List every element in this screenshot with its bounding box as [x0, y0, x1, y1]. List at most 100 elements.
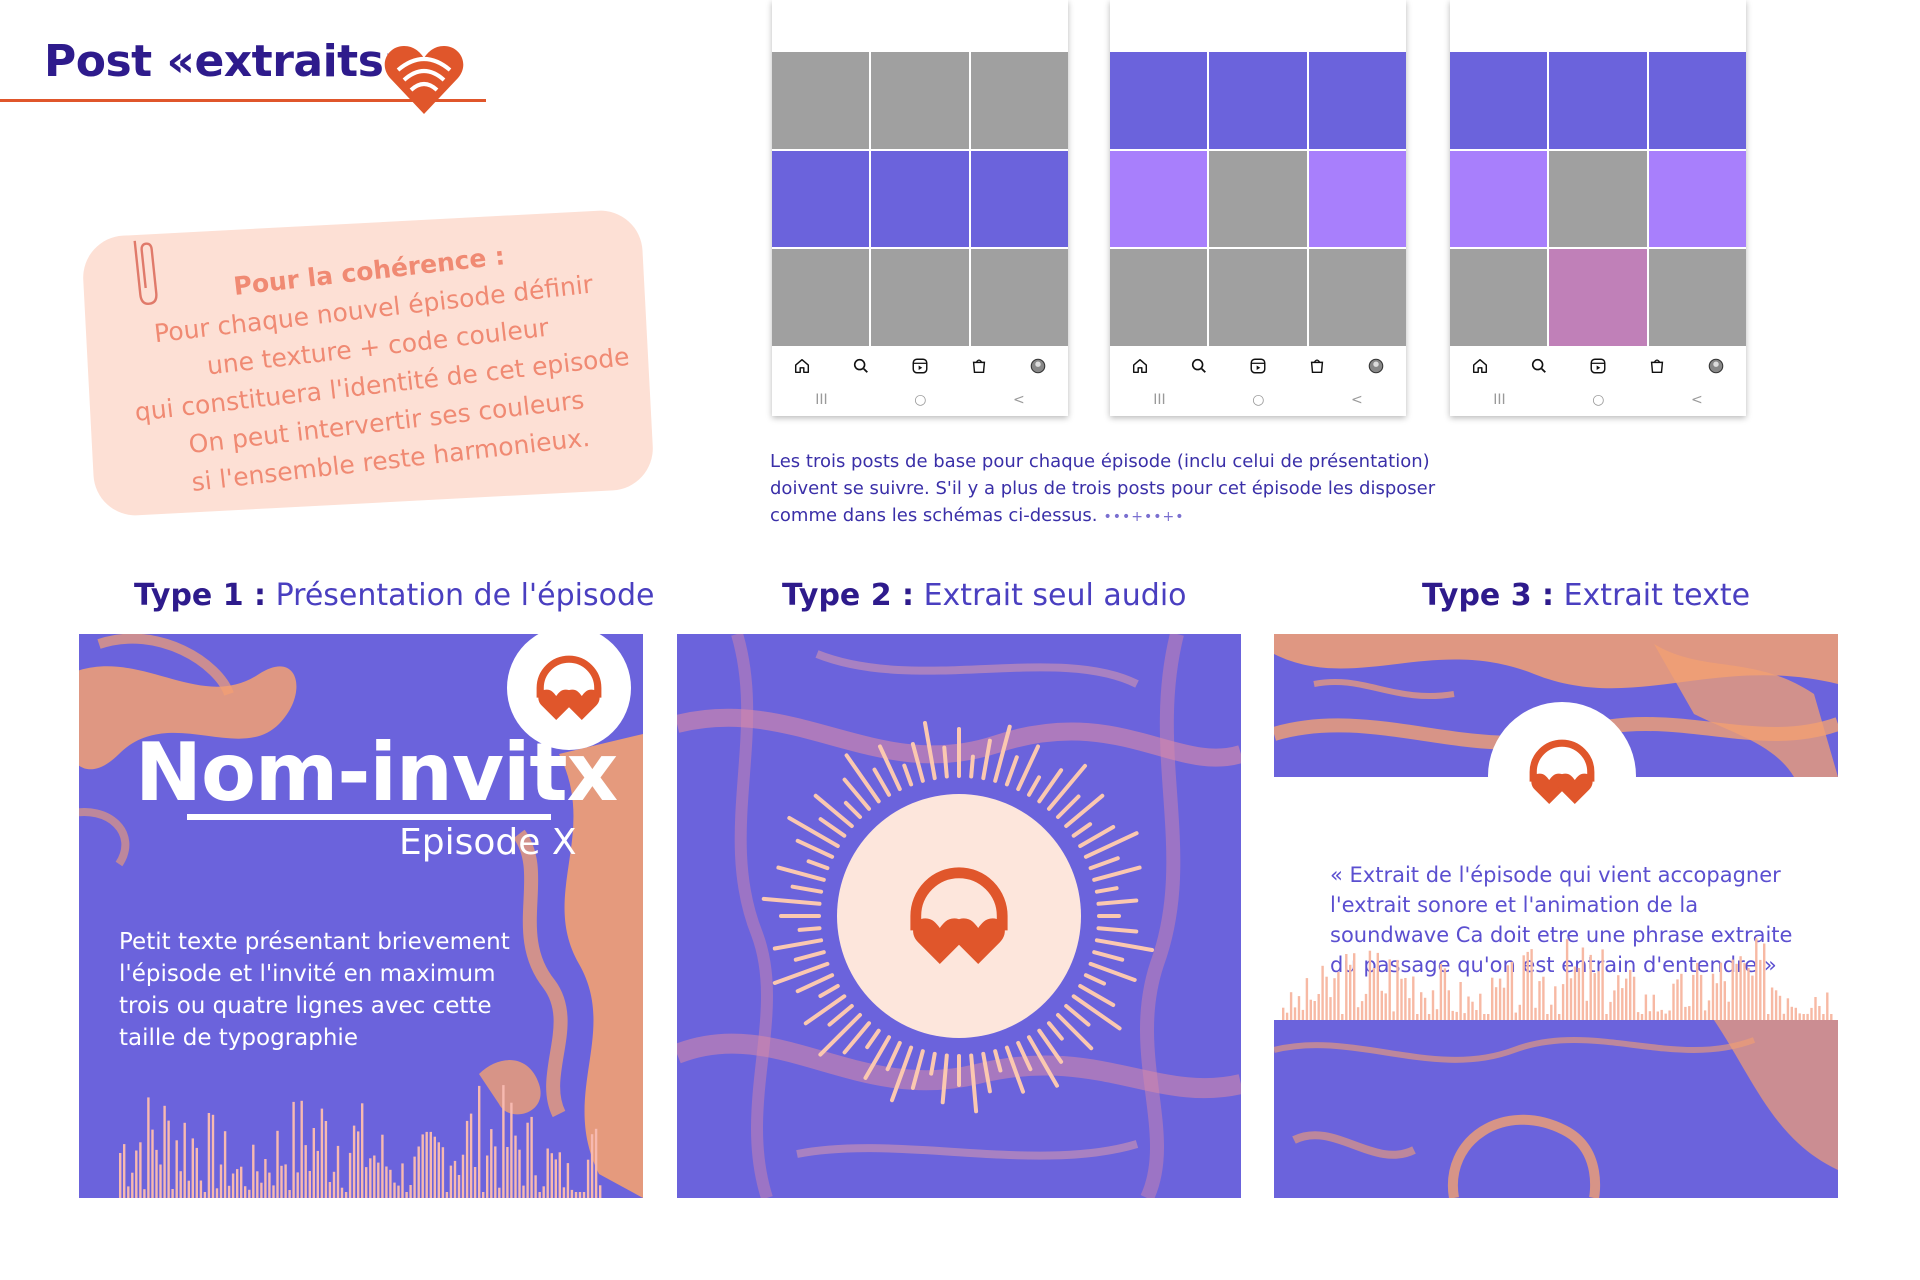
feed-post-tile[interactable] — [1549, 249, 1647, 346]
feed-post-tile[interactable] — [1308, 52, 1406, 149]
back-button[interactable]: < — [1350, 392, 1363, 408]
home-button[interactable]: ○ — [1592, 392, 1605, 408]
sunburst-ray — [1088, 961, 1137, 982]
sunburst-ray — [818, 984, 840, 998]
type-3-label: Extrait texte — [1563, 578, 1751, 613]
feed-post-tile[interactable] — [970, 150, 1068, 248]
soundwave-bar — [1621, 988, 1624, 1020]
profile-avatar-icon[interactable] — [1029, 357, 1047, 375]
soundwave-bar — [1558, 1014, 1561, 1020]
feed-post-tile[interactable] — [970, 52, 1068, 149]
feed-post-tile[interactable] — [1450, 249, 1548, 346]
home-button[interactable]: ○ — [1252, 392, 1265, 408]
soundwave-bar — [445, 1192, 449, 1198]
soundwave-bar — [268, 1172, 271, 1198]
reels-icon[interactable] — [1589, 357, 1607, 375]
search-icon[interactable] — [852, 357, 870, 375]
soundwave-bar — [256, 1171, 259, 1198]
reels-icon[interactable] — [911, 357, 929, 375]
soundwave-bar — [433, 1136, 436, 1198]
feed-post-tile[interactable] — [1549, 52, 1647, 149]
recent-apps-button[interactable]: III — [815, 392, 828, 408]
feed-post-tile[interactable] — [772, 150, 870, 248]
feed-post-tile[interactable] — [871, 249, 969, 346]
soundwave-bar — [1601, 949, 1604, 1020]
sunburst-ray — [806, 859, 830, 871]
feed-post-tile[interactable] — [1110, 52, 1208, 149]
feed-post-tile[interactable] — [1308, 249, 1406, 346]
reels-icon[interactable] — [1249, 357, 1267, 375]
shop-icon[interactable] — [1648, 357, 1666, 375]
soundwave-bar — [1735, 963, 1738, 1020]
soundwave-bar — [207, 1113, 211, 1198]
feed-post-tile[interactable] — [1308, 150, 1406, 248]
feed-post-tile[interactable] — [1450, 150, 1548, 248]
soundwave-bar — [1463, 1013, 1466, 1020]
type-1-label: Présentation de l'épisode — [275, 578, 655, 613]
soundwave-bar — [1301, 1009, 1305, 1020]
sunburst-ray — [981, 1051, 992, 1094]
soundwave-bar — [457, 1175, 461, 1198]
soundwave-bar — [449, 1165, 453, 1198]
feed-post-tile[interactable] — [1110, 150, 1208, 248]
soundwave-bar — [312, 1128, 315, 1198]
search-icon[interactable] — [1530, 357, 1548, 375]
page-title: Post «extraits» — [44, 36, 412, 87]
feed-post-tile[interactable] — [1110, 249, 1208, 346]
soundwave-bar — [590, 1134, 594, 1198]
feed-post-tile[interactable] — [1648, 249, 1746, 346]
soundwave-bar — [1739, 956, 1742, 1020]
soundwave-bar — [1498, 978, 1502, 1020]
sunburst-ray — [942, 745, 949, 779]
feed-post-tile[interactable] — [871, 52, 969, 149]
search-icon[interactable] — [1190, 357, 1208, 375]
type-3-number: Type 3 : — [1422, 578, 1555, 613]
soundwave — [119, 1085, 602, 1198]
soundwave-bar — [1597, 971, 1600, 1020]
app-bottom-nav — [1110, 350, 1406, 382]
soundwave-bar — [1550, 1004, 1553, 1020]
soundwave-bar — [465, 1120, 469, 1198]
shop-icon[interactable] — [1308, 357, 1326, 375]
recent-apps-button[interactable]: III — [1493, 392, 1506, 408]
recent-apps-button[interactable]: III — [1153, 392, 1166, 408]
back-button[interactable]: < — [1012, 392, 1025, 408]
feed-post-tile[interactable] — [772, 52, 870, 149]
soundwave-bar — [1392, 1011, 1395, 1020]
feed-post-tile[interactable] — [1648, 52, 1746, 149]
feed-post-tile[interactable] — [1648, 150, 1746, 248]
soundwave-bar — [1731, 959, 1734, 1020]
feed-post-tile[interactable] — [1209, 150, 1307, 248]
feed-post-tile[interactable] — [1209, 52, 1307, 149]
feed-post-tile[interactable] — [970, 249, 1068, 346]
soundwave-bar — [1471, 1001, 1474, 1020]
soundwave-bar — [599, 1185, 602, 1198]
feed-post-tile[interactable] — [1450, 52, 1548, 149]
phone-mockup-2: III ○ < — [1110, 0, 1406, 416]
soundwave-bar — [179, 1171, 182, 1198]
system-nav-bar: III ○ < — [1110, 388, 1406, 412]
feed-post-tile[interactable] — [1209, 249, 1307, 346]
home-button[interactable]: ○ — [914, 392, 927, 408]
feed-post-tile[interactable] — [871, 150, 969, 248]
feed-post-tile[interactable] — [1549, 150, 1647, 248]
home-icon[interactable] — [793, 357, 811, 375]
back-button[interactable]: < — [1690, 392, 1703, 408]
home-icon[interactable] — [1131, 357, 1149, 375]
soundwave-bar — [1656, 1011, 1659, 1020]
soundwave-bar — [348, 1152, 352, 1198]
sunburst-ray — [1096, 898, 1139, 906]
home-icon[interactable] — [1471, 357, 1489, 375]
soundwave-bar — [1782, 1013, 1786, 1020]
shop-icon[interactable] — [970, 357, 988, 375]
soundwave-bar — [1522, 955, 1525, 1020]
profile-avatar-icon[interactable] — [1707, 357, 1725, 375]
heart-headphones-icon — [910, 867, 1008, 964]
feed-post-tile[interactable] — [772, 249, 870, 346]
soundwave-bar — [215, 1188, 219, 1198]
soundwave-bar — [357, 1131, 360, 1198]
sunburst-ray — [793, 950, 826, 962]
soundwave-bar — [538, 1192, 541, 1198]
soundwave-bar — [558, 1152, 561, 1198]
profile-avatar-icon[interactable] — [1367, 357, 1385, 375]
